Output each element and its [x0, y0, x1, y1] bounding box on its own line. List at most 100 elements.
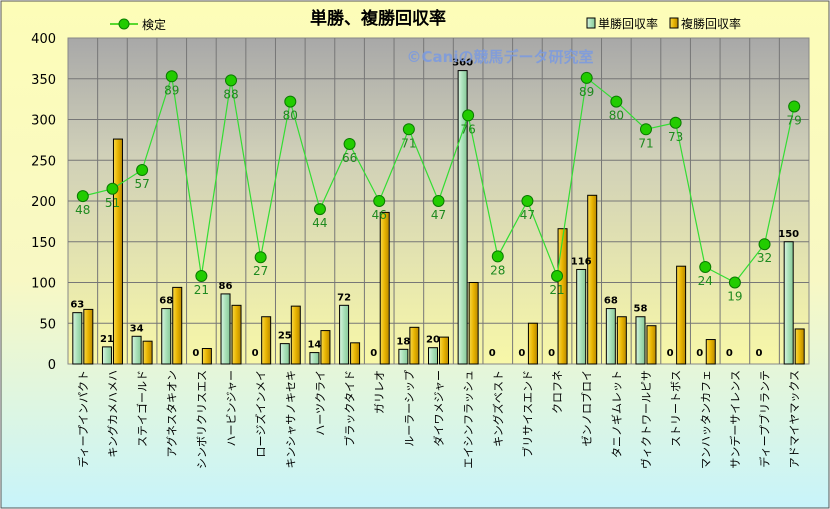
bar-place	[261, 316, 272, 365]
line-point-label: 28	[490, 263, 505, 277]
bar-value-label: 0	[548, 348, 555, 359]
line-point	[610, 95, 623, 108]
bar-place	[231, 304, 242, 365]
x-tick-label: シンボリクリスエス	[195, 370, 208, 469]
bar-value-label: 0	[667, 348, 674, 359]
bar-labels: 63 21 34 68 0 86 0 25 14 72 0 18 20 360 0 0 0 116 68 58 0 0 0 0…	[70, 58, 799, 359]
line-point-label: 66	[342, 151, 357, 165]
grid-lines	[68, 38, 809, 364]
line-point	[758, 238, 771, 251]
bar-place	[201, 348, 212, 365]
bar-place	[112, 138, 123, 365]
line-point	[788, 100, 801, 113]
bar-value-label: 18	[396, 336, 410, 347]
line-point	[521, 195, 534, 207]
bar-place	[142, 340, 153, 365]
line-point-label: 71	[401, 136, 416, 150]
line-point	[165, 70, 178, 83]
line-point-label: 46	[372, 208, 387, 222]
line-point-label: 71	[638, 136, 653, 150]
bar-place	[705, 339, 716, 365]
bar-value-label: 150	[778, 229, 799, 240]
x-tick-label: ハービンジャー	[225, 370, 238, 446]
bar-value-label: 25	[278, 331, 292, 342]
x-tick-label: タニノギムレット	[610, 370, 623, 458]
bar-win	[635, 316, 646, 365]
x-tick-label: エイシンフラッシュ	[462, 370, 475, 469]
line-point-label: 80	[609, 109, 624, 123]
watermark: ©Caniの競馬データ研究室	[407, 48, 594, 66]
x-tick-label: ゼンノロブロイ	[580, 370, 594, 446]
y-tick-label: 250	[31, 154, 56, 169]
bar-value-label: 360	[452, 58, 473, 69]
line-point-label: 27	[253, 264, 268, 278]
bar-value-label: 0	[756, 348, 763, 359]
line-point	[136, 164, 149, 177]
bar-win	[783, 241, 794, 365]
line-point	[669, 116, 682, 129]
bar-value-label: 0	[489, 348, 496, 359]
line-point	[313, 203, 326, 216]
x-tick-label: ハーツクライ	[314, 370, 327, 436]
line-series	[76, 70, 801, 289]
bar-value-label: 0	[726, 348, 733, 359]
line-point	[491, 250, 504, 263]
bar-value-label: 58	[634, 304, 648, 315]
legend-item-line: 検定	[110, 17, 166, 32]
line-point	[402, 123, 415, 136]
bar-value-label: 0	[192, 348, 199, 359]
bar-place	[527, 322, 538, 365]
x-tick-label: ヴィクトワールピサ	[639, 370, 653, 469]
bar-value-label: 0	[696, 348, 703, 359]
bar-value-label: 68	[604, 296, 618, 307]
y-axis-ticks: 0 50 100 150 200 250 300 350 400	[31, 32, 56, 373]
x-tick-label: ストリートボス	[670, 370, 683, 447]
bar-win	[72, 312, 83, 365]
x-tick-label: キングカメハメハ	[105, 370, 119, 458]
bar-win	[576, 268, 587, 365]
line-point	[432, 195, 445, 207]
bar-place	[439, 336, 449, 365]
bar-win	[309, 352, 320, 365]
line-point-label: 19	[727, 290, 742, 304]
y-tick-label: 400	[31, 32, 56, 47]
line-point-label: 88	[223, 87, 238, 101]
legend-label-line: 検定	[142, 17, 166, 32]
x-tick-label: ロージズインメイ	[254, 370, 268, 457]
bar-place	[676, 265, 687, 365]
x-tick-label: サンデーサイレンス	[728, 370, 742, 469]
bar-win	[339, 304, 350, 365]
line-point-label: 32	[757, 251, 772, 265]
y-tick-label: 0	[48, 358, 56, 373]
x-tick-label: キングズベスト	[491, 370, 505, 447]
line-point	[225, 74, 238, 87]
y-tick-label: 50	[39, 317, 56, 332]
bars	[72, 70, 805, 365]
bar-win	[161, 308, 172, 365]
bar-value-label: 116	[571, 256, 592, 267]
line-point-label: 24	[698, 274, 713, 288]
bar-value-label: 14	[307, 340, 321, 351]
bar-value-label: 86	[219, 281, 233, 292]
line-point	[728, 276, 741, 289]
bar-place	[587, 194, 598, 365]
line-point	[343, 137, 356, 150]
x-tick-label: アドマイヤマックス	[788, 370, 801, 468]
bar-place	[646, 325, 657, 365]
x-tick-label: アグネスタキオン	[165, 370, 179, 457]
bar-value-label: 0	[370, 348, 377, 359]
x-tick-label: ディープインパクト	[76, 370, 90, 468]
line-point	[284, 95, 297, 108]
line-point	[699, 261, 712, 274]
y-tick-label: 350	[31, 73, 56, 88]
bar-place	[83, 308, 94, 365]
bar-place	[350, 342, 361, 365]
chart-title: 単勝、複勝回収率	[310, 8, 446, 29]
x-tick-label: ガリレオ	[373, 370, 386, 414]
line-point-label: 48	[75, 203, 90, 217]
bar-win	[220, 293, 231, 365]
line-point-label: 21	[549, 283, 564, 297]
x-tick-label: ルーラーシップ	[403, 370, 416, 447]
x-tick-label: マンハッタンカフェ	[699, 370, 712, 469]
